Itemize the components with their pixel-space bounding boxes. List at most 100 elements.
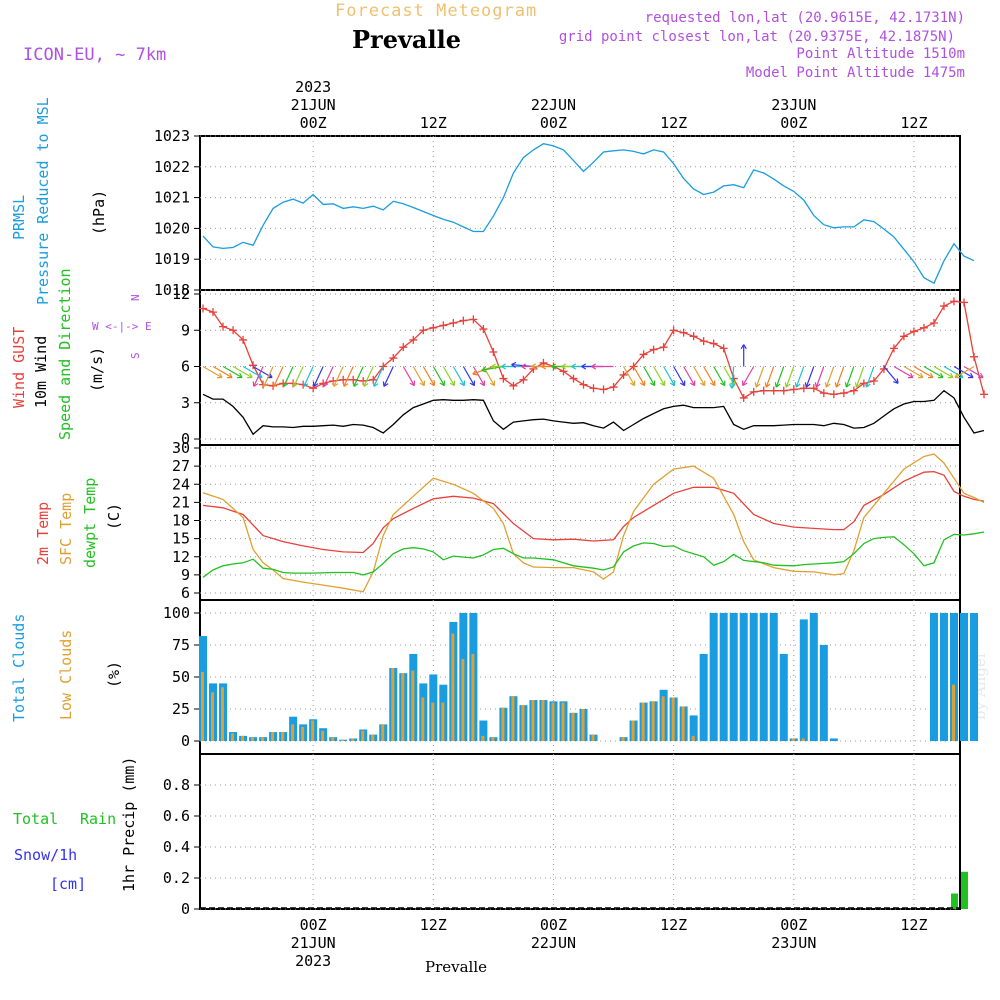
wind-arrow-head: [561, 363, 567, 370]
wind-arrow-head: [491, 363, 497, 370]
wind-arrow: [222, 365, 243, 379]
wind-arrow-head: [937, 372, 944, 379]
low-cloud-bar: [681, 706, 685, 741]
cloud-label-b: Low Clouds: [57, 630, 75, 720]
total-cloud-bar: [939, 613, 948, 741]
precip-label-b: Snow/1h: [14, 846, 77, 864]
rain-bar: [950, 893, 958, 909]
wind-arrow: [845, 366, 855, 388]
total-cloud-bar: [929, 613, 938, 741]
wind-arrow-head: [764, 382, 771, 388]
bottom-time-label: 12Z: [420, 916, 447, 934]
gust-marker: [399, 343, 408, 352]
low-cloud-bar: [451, 633, 455, 741]
wind-arrow: [343, 366, 354, 387]
wind-arrow-head: [501, 363, 507, 370]
gust-marker: [629, 362, 638, 371]
low-cloud-bar: [251, 737, 255, 741]
tsfc-line: [202, 453, 985, 593]
top-time-label: 00Z: [540, 114, 567, 132]
wind-arrow-head: [591, 363, 597, 370]
y-tick-label: 0.8: [163, 776, 190, 794]
gust-marker: [779, 386, 788, 395]
total-cloud-bar: [959, 613, 969, 741]
point-altitude: Point Altitude 1510m: [796, 46, 965, 62]
wind-arrow: [452, 366, 465, 386]
gust-marker: [789, 385, 798, 394]
low-cloud-bar: [431, 702, 435, 741]
wind-arrow-head: [217, 372, 223, 379]
low-cloud-bar: [491, 737, 495, 741]
wind-arrow-head: [729, 383, 736, 389]
gust-marker: [249, 361, 258, 370]
y-tick-label: 30: [172, 439, 190, 457]
wind-arrow-head: [639, 380, 646, 387]
total-cloud-bar: [729, 613, 738, 741]
wind-arrow-head: [968, 372, 974, 379]
wind-arrow-head: [629, 380, 636, 387]
gust-marker: [839, 389, 848, 398]
pressure-label-a: PRMSL: [10, 195, 28, 240]
model-altitude: Model Point Altitude 1475m: [746, 65, 965, 81]
wind-arrow: [835, 366, 845, 388]
low-cloud-bar: [561, 702, 565, 741]
bottom-time-label: 00Z: [780, 916, 807, 934]
dewpoint-line: [202, 531, 985, 578]
y-tick-label: 0: [181, 430, 190, 448]
wind-arrow: [713, 366, 726, 386]
y-tick-label: 0.6: [163, 807, 190, 825]
low-cloud-bar: [501, 707, 505, 741]
gust-marker: [579, 380, 588, 389]
wind-arrow: [923, 365, 944, 379]
low-cloud-bar: [200, 671, 204, 741]
y-tick-label: 1021: [154, 189, 190, 207]
y-tick-label: 1019: [154, 250, 190, 268]
gust-marker: [239, 335, 248, 344]
low-cloud-bar: [371, 734, 375, 741]
gust-marker: [389, 354, 398, 363]
top-time-label: 12Z: [660, 114, 687, 132]
wind-arrow-head: [227, 372, 233, 379]
compass-we: W <-|-> E: [92, 320, 152, 333]
top-time-label: 00Z: [780, 114, 807, 132]
wind-arrow: [402, 366, 415, 386]
wind-arrow-head: [679, 380, 686, 387]
wind-arrow-head: [472, 369, 478, 376]
wind-arrow-head: [774, 382, 781, 388]
top-time-label: 23JUN: [771, 96, 816, 114]
low-cloud-bar: [531, 700, 535, 741]
gust-marker: [929, 319, 938, 327]
gust-marker: [669, 326, 678, 335]
gust-marker: [819, 389, 828, 398]
top-time-label: 00Z: [300, 114, 327, 132]
wind-arrow-head: [302, 381, 309, 387]
y-tick-label: 0: [181, 900, 190, 918]
wind-arrow-head: [954, 372, 960, 379]
low-cloud-bar: [621, 737, 625, 741]
low-cloud-bar: [301, 726, 305, 741]
wind-arrow: [422, 366, 435, 386]
total-cloud-bar: [749, 613, 758, 741]
y-tick-label: 3: [181, 394, 190, 412]
gust-marker: [229, 326, 238, 335]
gust-marker: [219, 322, 228, 331]
gust-marker: [429, 323, 438, 332]
low-cloud-bar: [341, 739, 345, 741]
panel-frame: [199, 289, 961, 446]
wind-arrow: [933, 365, 954, 379]
gust-marker: [970, 352, 979, 361]
bottom-time-label: 12Z: [660, 916, 687, 934]
y-tick-label: 12: [172, 285, 190, 303]
wind-arrow-head: [893, 378, 899, 384]
low-cloud-bar: [351, 738, 355, 741]
low-cloud-bar: [591, 734, 595, 741]
gust-marker: [689, 332, 698, 341]
gust-marker: [619, 370, 628, 379]
wind-arrow-head: [754, 382, 761, 388]
wind-arrow-head: [699, 380, 706, 387]
low-cloud-bar: [261, 737, 265, 741]
pressure-label-b: Pressure Reduced to MSL: [34, 97, 52, 305]
gust-marker: [639, 350, 648, 359]
y-tick-label: 25: [172, 700, 190, 718]
wind-arrow-head: [864, 382, 871, 388]
